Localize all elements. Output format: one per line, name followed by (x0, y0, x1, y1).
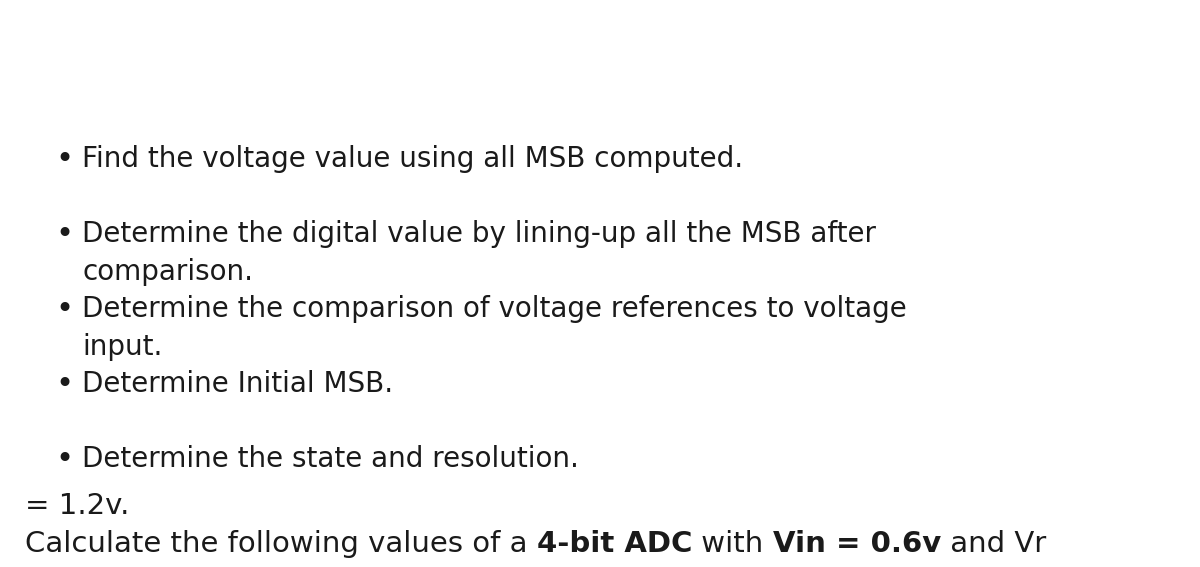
Text: •: • (55, 220, 73, 249)
Text: Determine the comparison of voltage references to voltage
input.: Determine the comparison of voltage refe… (82, 295, 907, 361)
Text: Determine the digital value by lining-up all the MSB after
comparison.: Determine the digital value by lining-up… (82, 220, 876, 286)
Text: 4-bit ADC: 4-bit ADC (536, 530, 692, 558)
Text: •: • (55, 445, 73, 474)
Text: Determine Initial MSB.: Determine Initial MSB. (82, 370, 394, 398)
Text: and Vr: and Vr (941, 530, 1046, 558)
Text: = 1.2v.: = 1.2v. (25, 492, 130, 520)
Text: with: with (692, 530, 773, 558)
Text: Vin = 0.6v: Vin = 0.6v (773, 530, 941, 558)
Text: Calculate the following values of a: Calculate the following values of a (25, 530, 536, 558)
Text: •: • (55, 370, 73, 399)
Text: •: • (55, 295, 73, 324)
Text: •: • (55, 145, 73, 174)
Text: Find the voltage value using all MSB computed.: Find the voltage value using all MSB com… (82, 145, 743, 173)
Text: Determine the state and resolution.: Determine the state and resolution. (82, 445, 578, 473)
